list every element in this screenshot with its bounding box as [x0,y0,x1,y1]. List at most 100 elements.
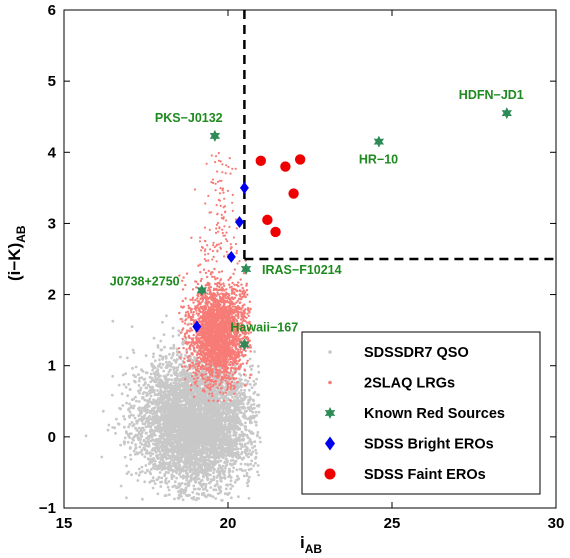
cloud-dot [219,459,223,463]
cloud-dot [160,480,164,484]
cloud-dot [140,435,144,438]
cloud-dot [186,410,190,414]
cloud-dot [236,447,240,451]
cloud-dot [229,449,233,453]
cloud-dot [171,326,175,330]
cloud-dot [200,427,204,430]
cloud-dot [201,488,205,491]
cloud-dot [180,383,184,386]
cloud-dot [149,472,153,476]
cloud-dot [200,485,204,489]
cloud-dot [216,430,219,433]
cloud-dot [160,476,164,480]
cloud-dot [122,415,125,418]
cloud-dot [205,489,209,492]
cloud-dot [215,413,219,417]
cloud-dot [246,463,250,466]
cloud-dot [203,456,207,460]
cloud-dot [248,449,252,452]
cloud-dot [209,494,213,498]
cloud-dot [142,446,146,450]
cloud-dot [158,358,161,362]
cloud-dot [250,403,253,407]
cloud-dot [238,377,242,381]
cloud-dot [224,464,228,468]
cloud-dot [146,383,150,387]
cloud-dot [162,434,166,438]
cloud-dot [121,373,125,377]
cloud-dot [224,457,228,461]
cloud-dot [147,462,151,465]
cloud-dot [226,459,229,463]
cloud-dot [174,366,178,370]
cloud-dot [120,392,124,396]
cloud-dot [207,459,211,463]
cloud-dot [205,429,209,433]
cloud-dot [139,386,143,390]
cloud-dot [241,406,245,410]
cloud-dot [159,458,163,461]
cloud-dot [198,397,202,400]
cloud-dot [168,360,171,364]
cloud-dot [173,373,177,376]
cloud-dot [199,466,203,470]
cloud-dot [126,394,130,398]
cloud-dot [196,402,200,406]
cloud-dot [151,486,155,490]
cloud-dot [193,424,197,428]
cloud-dot [148,414,152,418]
cloud-dot [145,386,149,390]
cloud-dot [205,446,209,450]
cloud-dot [158,354,162,358]
cloud-dot [164,357,168,360]
cloud-dot [171,485,175,489]
cloud-dot [224,487,228,491]
cloud-dot [127,425,130,429]
cloud-dot [134,375,137,379]
cloud-dot [202,470,206,474]
cloud-dot [151,476,155,480]
cloud-dot [243,444,247,448]
cloud-dot [132,435,136,439]
cloud-dot [229,476,233,479]
cloud-dot [170,378,174,382]
cloud-dot [138,445,142,449]
cloud-dot [195,492,199,495]
cloud-dot [127,382,131,386]
cloud-dot [118,406,121,410]
cloud-dot [177,490,180,493]
cloud-dot [171,387,175,391]
cloud-dot [211,402,215,405]
cloud-dot [231,427,234,431]
cloud-dot [158,391,161,395]
cloud-dot [179,475,183,478]
cloud-dot [158,363,162,366]
cloud-dot [111,374,115,378]
cloud-dot [227,475,231,479]
cloud-dot [152,442,155,446]
cloud-dot [192,487,196,491]
cloud-dot [206,396,210,400]
cloud-dot [246,484,250,488]
cloud-dot [134,446,138,449]
cloud-dot [216,474,220,477]
cloud-dot [158,416,162,420]
cloud-dot [183,465,187,468]
cloud-dot [233,415,236,419]
cloud-dot [151,452,155,456]
cloud-dot [223,477,227,480]
cloud-dot [143,455,147,459]
cloud-dot [219,450,223,453]
cloud-dot [134,443,138,447]
cloud-dot [152,352,156,356]
cloud-dot [203,409,207,413]
cloud-dot [217,409,220,412]
cloud-dot [252,399,256,403]
cloud-dot [240,432,244,436]
cloud-dot [191,398,195,402]
cloud-dot [204,495,208,499]
cloud-dot [177,437,181,441]
cloud-dot [142,428,146,432]
cloud-dot [177,329,181,333]
cloud-dot [122,440,126,444]
